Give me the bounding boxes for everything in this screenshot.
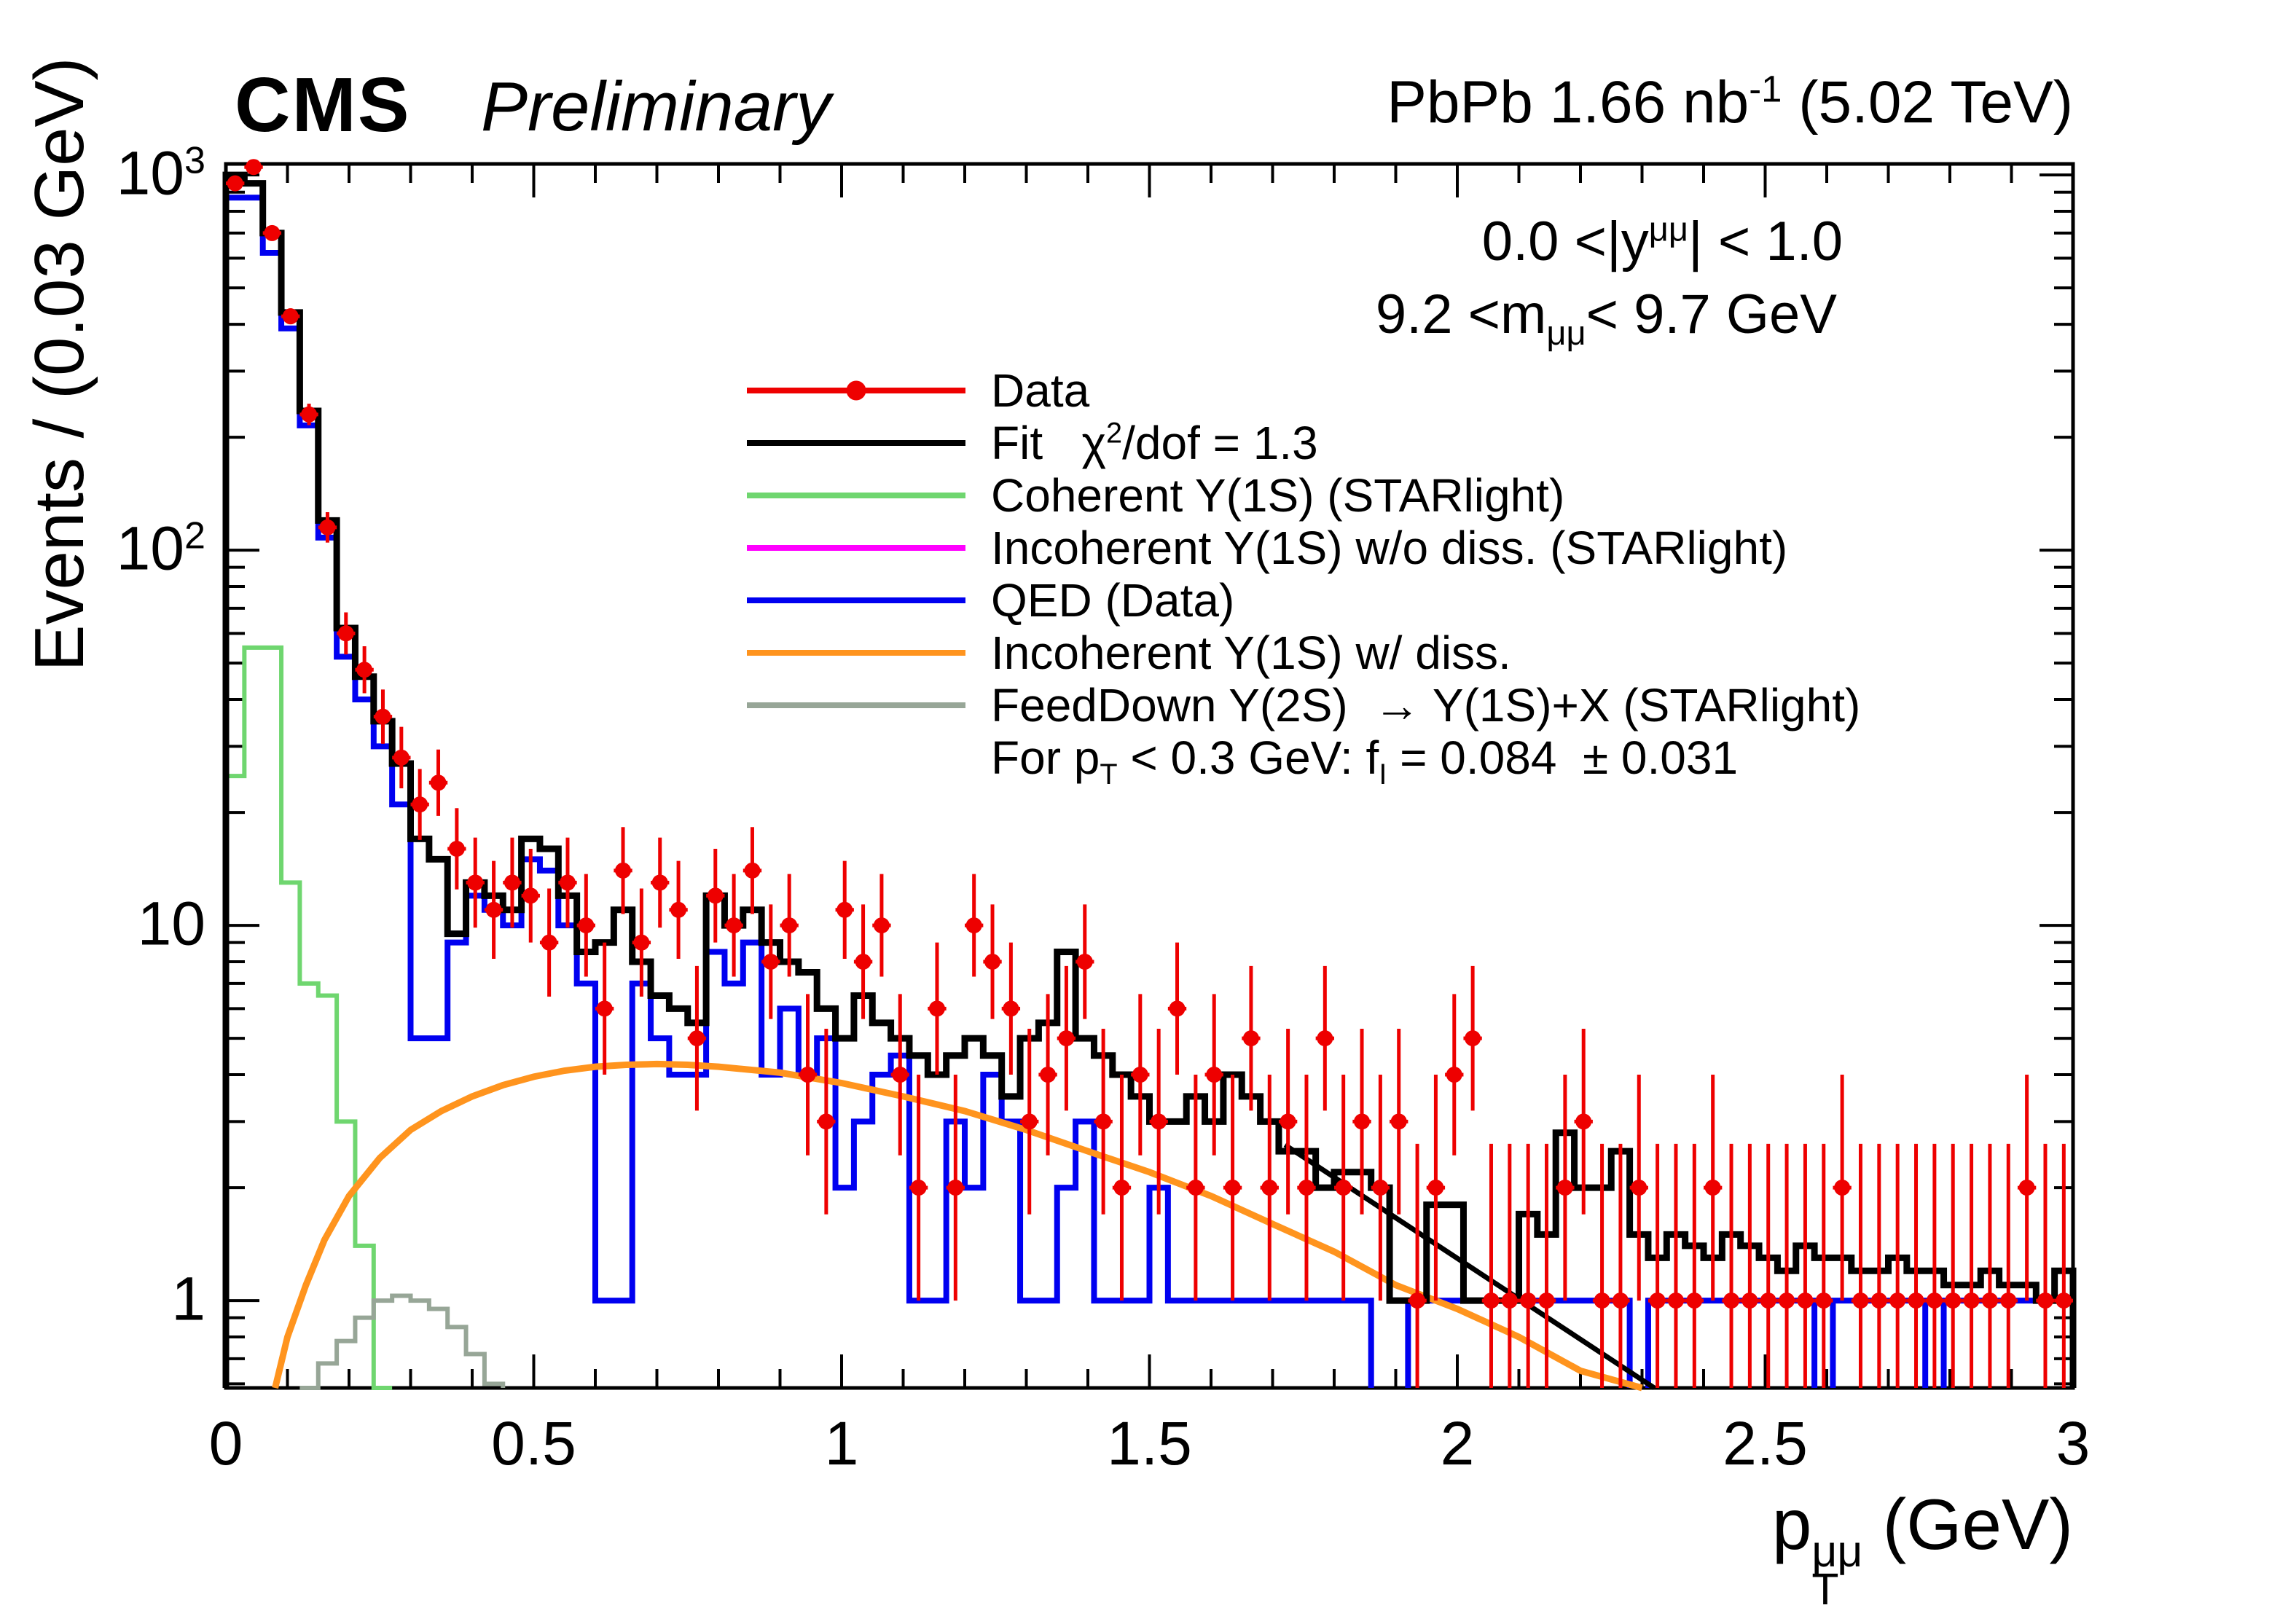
cms-label: CMS	[235, 62, 411, 148]
legend-label-incoherent-nodiss: Incoherent Y(1S) w/o diss. (STARlight)	[991, 522, 1788, 574]
legend-entry-incoherent-diss: Incoherent Y(1S) w/ diss.	[743, 627, 1860, 679]
x-tick-label-0.5: 0.5	[491, 1409, 576, 1478]
legend-label-qed: QED (Data)	[991, 574, 1235, 627]
legend-label-data: Data	[991, 364, 1090, 417]
legend-marker-feeddown	[743, 679, 969, 731]
rapidity-annotation: 0.0 <|yμμ| < 1.0	[1481, 209, 1843, 272]
data-series	[226, 159, 2073, 1388]
legend-entry-qed: QED (Data)	[743, 574, 1860, 627]
y-tick-label-100: 102	[116, 514, 205, 583]
y-tick-label-1: 1	[171, 1264, 205, 1333]
legend-label-incoherent-diss: Incoherent Y(1S) w/ diss.	[991, 627, 1511, 679]
legend-label-fit: Fit χ2/dof = 1.3	[991, 417, 1318, 469]
legend-label-fI-note: For pT < 0.3 GeV: fI = 0.084 ± 0.031	[991, 731, 1739, 791]
legend-marker-incoherent-nodiss	[743, 522, 969, 574]
legend-entry-feeddown: FeedDown Y(2S) → Y(1S)+X (STARlight)	[743, 679, 1860, 731]
mass-annotation: 9.2 <mμμ< 9.7 GeV	[1375, 283, 1837, 353]
legend-entry-incoherent-nodiss: Incoherent Y(1S) w/o diss. (STARlight)	[743, 522, 1860, 574]
legend-entry-fI-note: For pT < 0.3 GeV: fI = 0.084 ± 0.031	[743, 731, 1860, 791]
legend-marker-coherent	[743, 469, 969, 522]
x-tick-label-0: 0	[208, 1409, 243, 1478]
fit-histogram	[222, 171, 2077, 1388]
legend-entry-fit: Fit χ2/dof = 1.3	[743, 417, 1860, 469]
feeddown-histogram	[299, 1293, 506, 1390]
x-tick-label-1: 1	[824, 1409, 859, 1478]
luminosity-label: PbPb 1.66 nb-1 (5.02 TeV)	[1387, 68, 2073, 136]
preliminary-label: Preliminary	[481, 68, 831, 146]
y-tick-label-10: 10	[137, 889, 205, 958]
legend-label-feeddown: FeedDown Y(2S) → Y(1S)+X (STARlight)	[991, 679, 1861, 731]
legend-marker-incoherent-diss	[743, 627, 969, 679]
y-tick-label-1000: 103	[116, 138, 205, 208]
x-tick-label-2.5: 2.5	[1723, 1409, 1808, 1478]
x-tick-label-2: 2	[1440, 1409, 1475, 1478]
legend: Data Fit χ2/dof = 1.3 Coherent Y(1S) (STAR…	[743, 364, 1860, 791]
x-tick-label-3: 3	[2056, 1409, 2091, 1478]
legend-marker-qed	[743, 574, 969, 627]
legend-marker-data	[743, 364, 969, 417]
legend-marker-fit	[743, 417, 969, 469]
incoherent-diss-curve	[272, 1060, 1643, 1392]
x-tick-label-1.5: 1.5	[1107, 1409, 1192, 1478]
legend-entry-data: Data	[743, 364, 1860, 417]
legend-entry-coherent: Coherent Y(1S) (STARlight)	[743, 469, 1860, 522]
coherent-histogram	[224, 645, 393, 1390]
legend-marker-fI-note	[743, 731, 969, 784]
x-axis-title: p μμ T (GeV)	[1771, 1484, 2073, 1614]
legend-label-coherent: Coherent Y(1S) (STARlight)	[991, 469, 1565, 522]
